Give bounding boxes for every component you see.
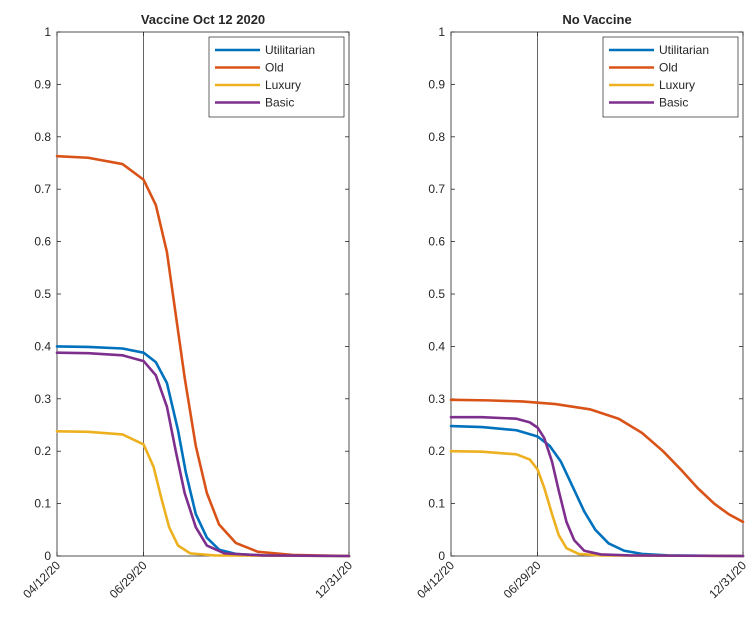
y-tick-label: 0.2 bbox=[428, 444, 445, 458]
y-tick-label: 0 bbox=[44, 549, 51, 563]
chart-title: Vaccine Oct 12 2020 bbox=[141, 12, 265, 27]
y-tick-label: 0.5 bbox=[34, 287, 51, 301]
y-tick-label: 0.8 bbox=[34, 130, 51, 144]
x-tick-label: 04/12/20 bbox=[20, 558, 63, 601]
series-line-old bbox=[55, 154, 351, 558]
x-tick-label: 12/31/20 bbox=[312, 558, 355, 601]
chart-panel-no-vaccine: No Vaccine 0 0.1 0.2 0.3 0.4 0.5 0.6 0.7 0.8 0.9 1… bbox=[414, 12, 749, 601]
legend: Utilitarian Old Luxury Basic bbox=[602, 36, 739, 118]
series-line-luxury bbox=[55, 429, 351, 558]
x-tick-label: 04/12/20 bbox=[414, 558, 457, 601]
y-tick-label: 0.8 bbox=[428, 130, 445, 144]
legend-label: Utilitarian bbox=[265, 43, 315, 57]
series-line-old bbox=[449, 398, 745, 524]
y-tick-label: 1 bbox=[44, 25, 51, 39]
series-line-basic bbox=[55, 351, 351, 558]
y-tick-label: 0.9 bbox=[428, 77, 445, 91]
legend-label: Old bbox=[265, 61, 284, 75]
y-tick-label: 0.6 bbox=[428, 235, 445, 249]
legend-label: Old bbox=[659, 61, 678, 75]
y-tick-label: 0.2 bbox=[34, 444, 51, 458]
y-tick-label: 0 bbox=[438, 549, 445, 563]
y-tick-label: 0.7 bbox=[428, 182, 445, 196]
y-tick-label: 0.7 bbox=[34, 182, 51, 196]
series-line-basic bbox=[449, 415, 745, 558]
legend-label: Basic bbox=[659, 96, 688, 110]
y-tick-label: 1 bbox=[438, 25, 445, 39]
series-line-utilitarian bbox=[55, 345, 351, 558]
x-tick-label: 12/31/20 bbox=[706, 558, 749, 601]
legend-label: Basic bbox=[265, 96, 294, 110]
y-tick-label: 0.3 bbox=[428, 392, 445, 406]
chart-title: No Vaccine bbox=[562, 12, 631, 27]
y-tick-label: 0.1 bbox=[34, 497, 51, 511]
y-tick-label: 0.9 bbox=[34, 77, 51, 91]
x-tick-label: 06/29/20 bbox=[107, 558, 150, 601]
y-tick-label: 0.6 bbox=[34, 235, 51, 249]
legend: Utilitarian Old Luxury Basic bbox=[208, 36, 345, 118]
series-line-utilitarian bbox=[449, 424, 745, 558]
y-tick-label: 0.5 bbox=[428, 287, 445, 301]
legend-label: Luxury bbox=[659, 78, 695, 92]
chart-panel-vaccine: Vaccine Oct 12 2020 0 0.1 0.2 0.3 0.4 0.5 0.6 0… bbox=[20, 12, 355, 601]
x-tick-label: 06/29/20 bbox=[501, 558, 544, 601]
legend-label: Luxury bbox=[265, 78, 301, 92]
series-line-luxury bbox=[449, 449, 745, 558]
legend-label: Utilitarian bbox=[659, 43, 709, 57]
y-tick-label: 0.3 bbox=[34, 392, 51, 406]
y-tick-label: 0.1 bbox=[428, 497, 445, 511]
y-tick-label: 0.4 bbox=[428, 339, 445, 353]
y-tick-label: 0.4 bbox=[34, 339, 51, 353]
